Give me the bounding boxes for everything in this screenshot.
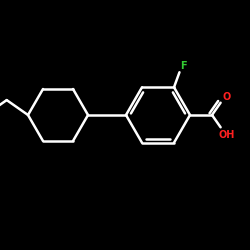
Text: OH: OH (218, 130, 235, 140)
Text: F: F (180, 61, 187, 71)
Text: O: O (222, 92, 231, 102)
